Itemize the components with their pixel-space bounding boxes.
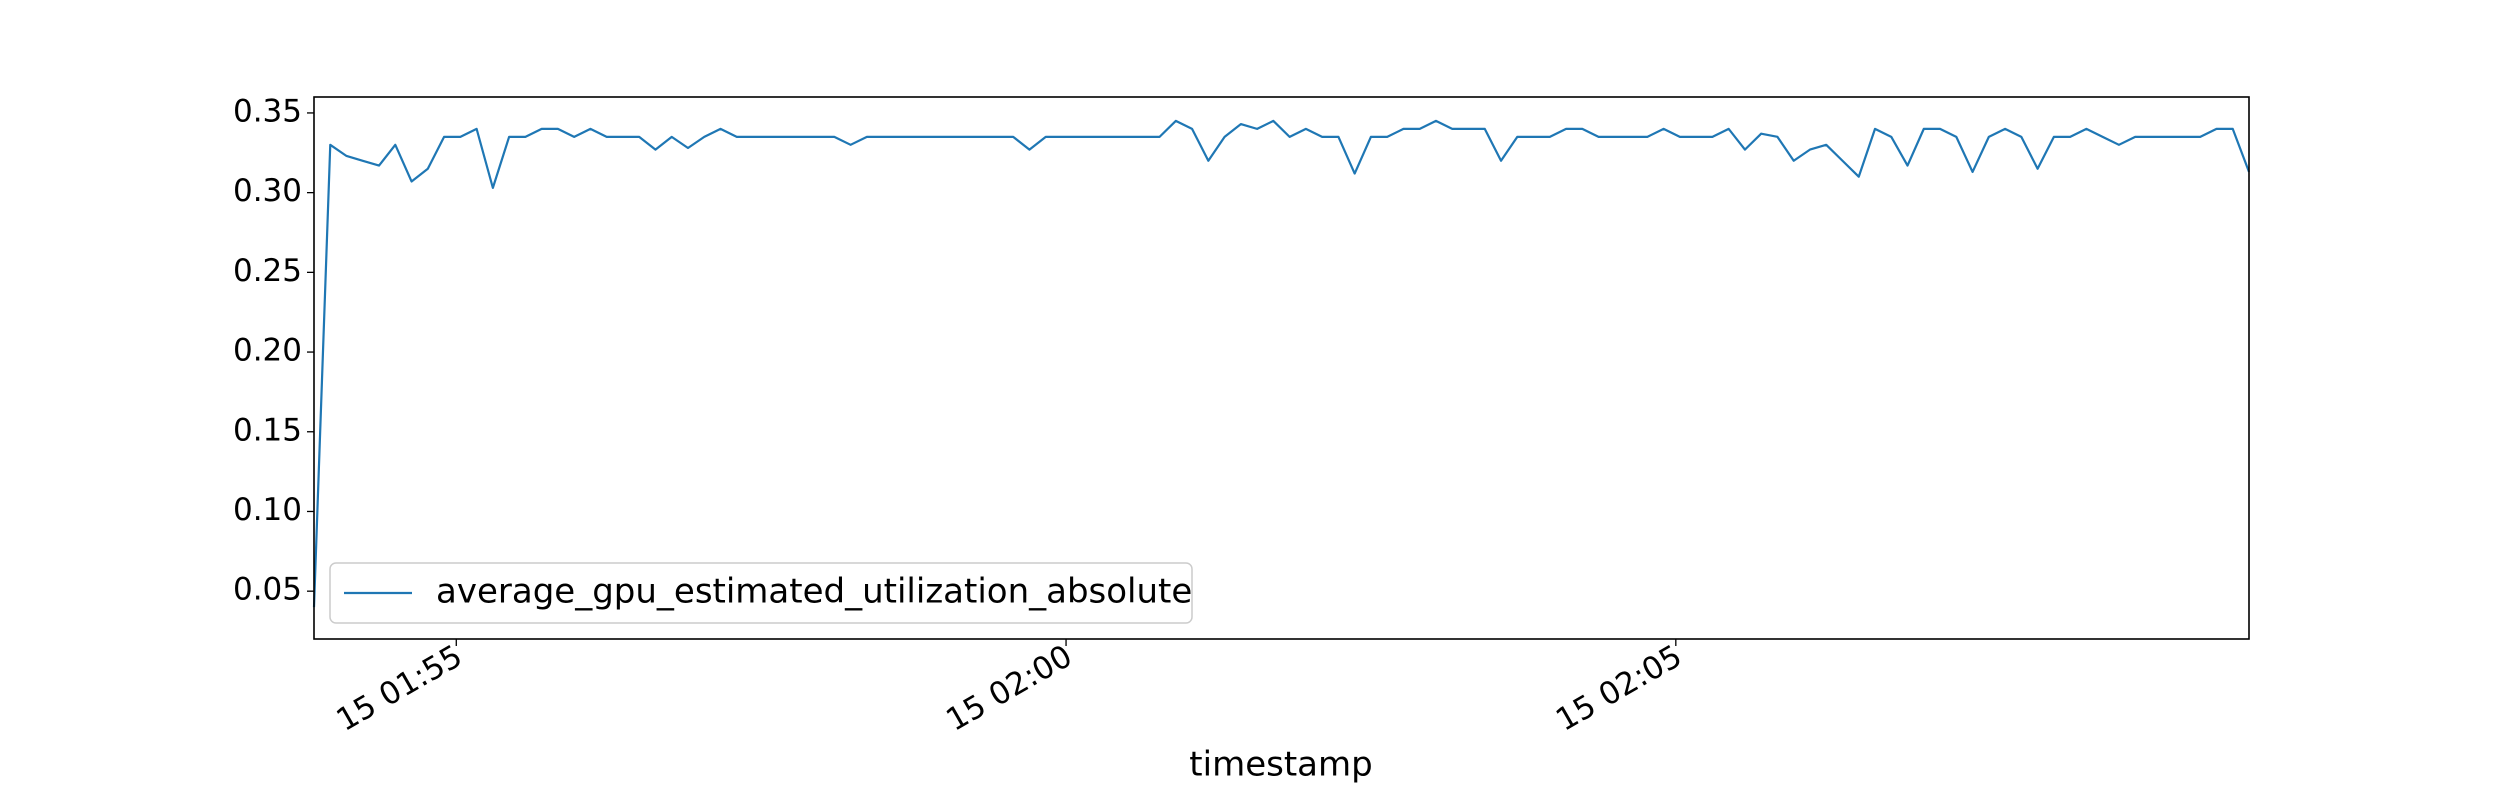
y-tick-label: 0.15 [233, 412, 302, 448]
x-tick-label: 15 02:05 [1550, 638, 1688, 738]
y-tick-label: 0.05 [233, 572, 302, 608]
x-tick-label: 15 01:55 [330, 638, 468, 738]
y-tick-label: 0.30 [233, 173, 302, 209]
x-axis-label: timestamp [1189, 745, 1372, 785]
y-tick-label: 0.10 [233, 492, 302, 528]
y-tick-label: 0.20 [233, 333, 302, 369]
y-tick-label: 0.35 [233, 93, 302, 129]
y-tick-label: 0.25 [233, 253, 302, 289]
series-line [312, 119, 2251, 608]
legend-label: average_gpu_estimated_utilization_absolu… [436, 572, 1192, 612]
plot-frame [313, 96, 2250, 640]
legend-box [329, 562, 1193, 624]
x-tick-label: 15 02:00 [940, 638, 1078, 738]
